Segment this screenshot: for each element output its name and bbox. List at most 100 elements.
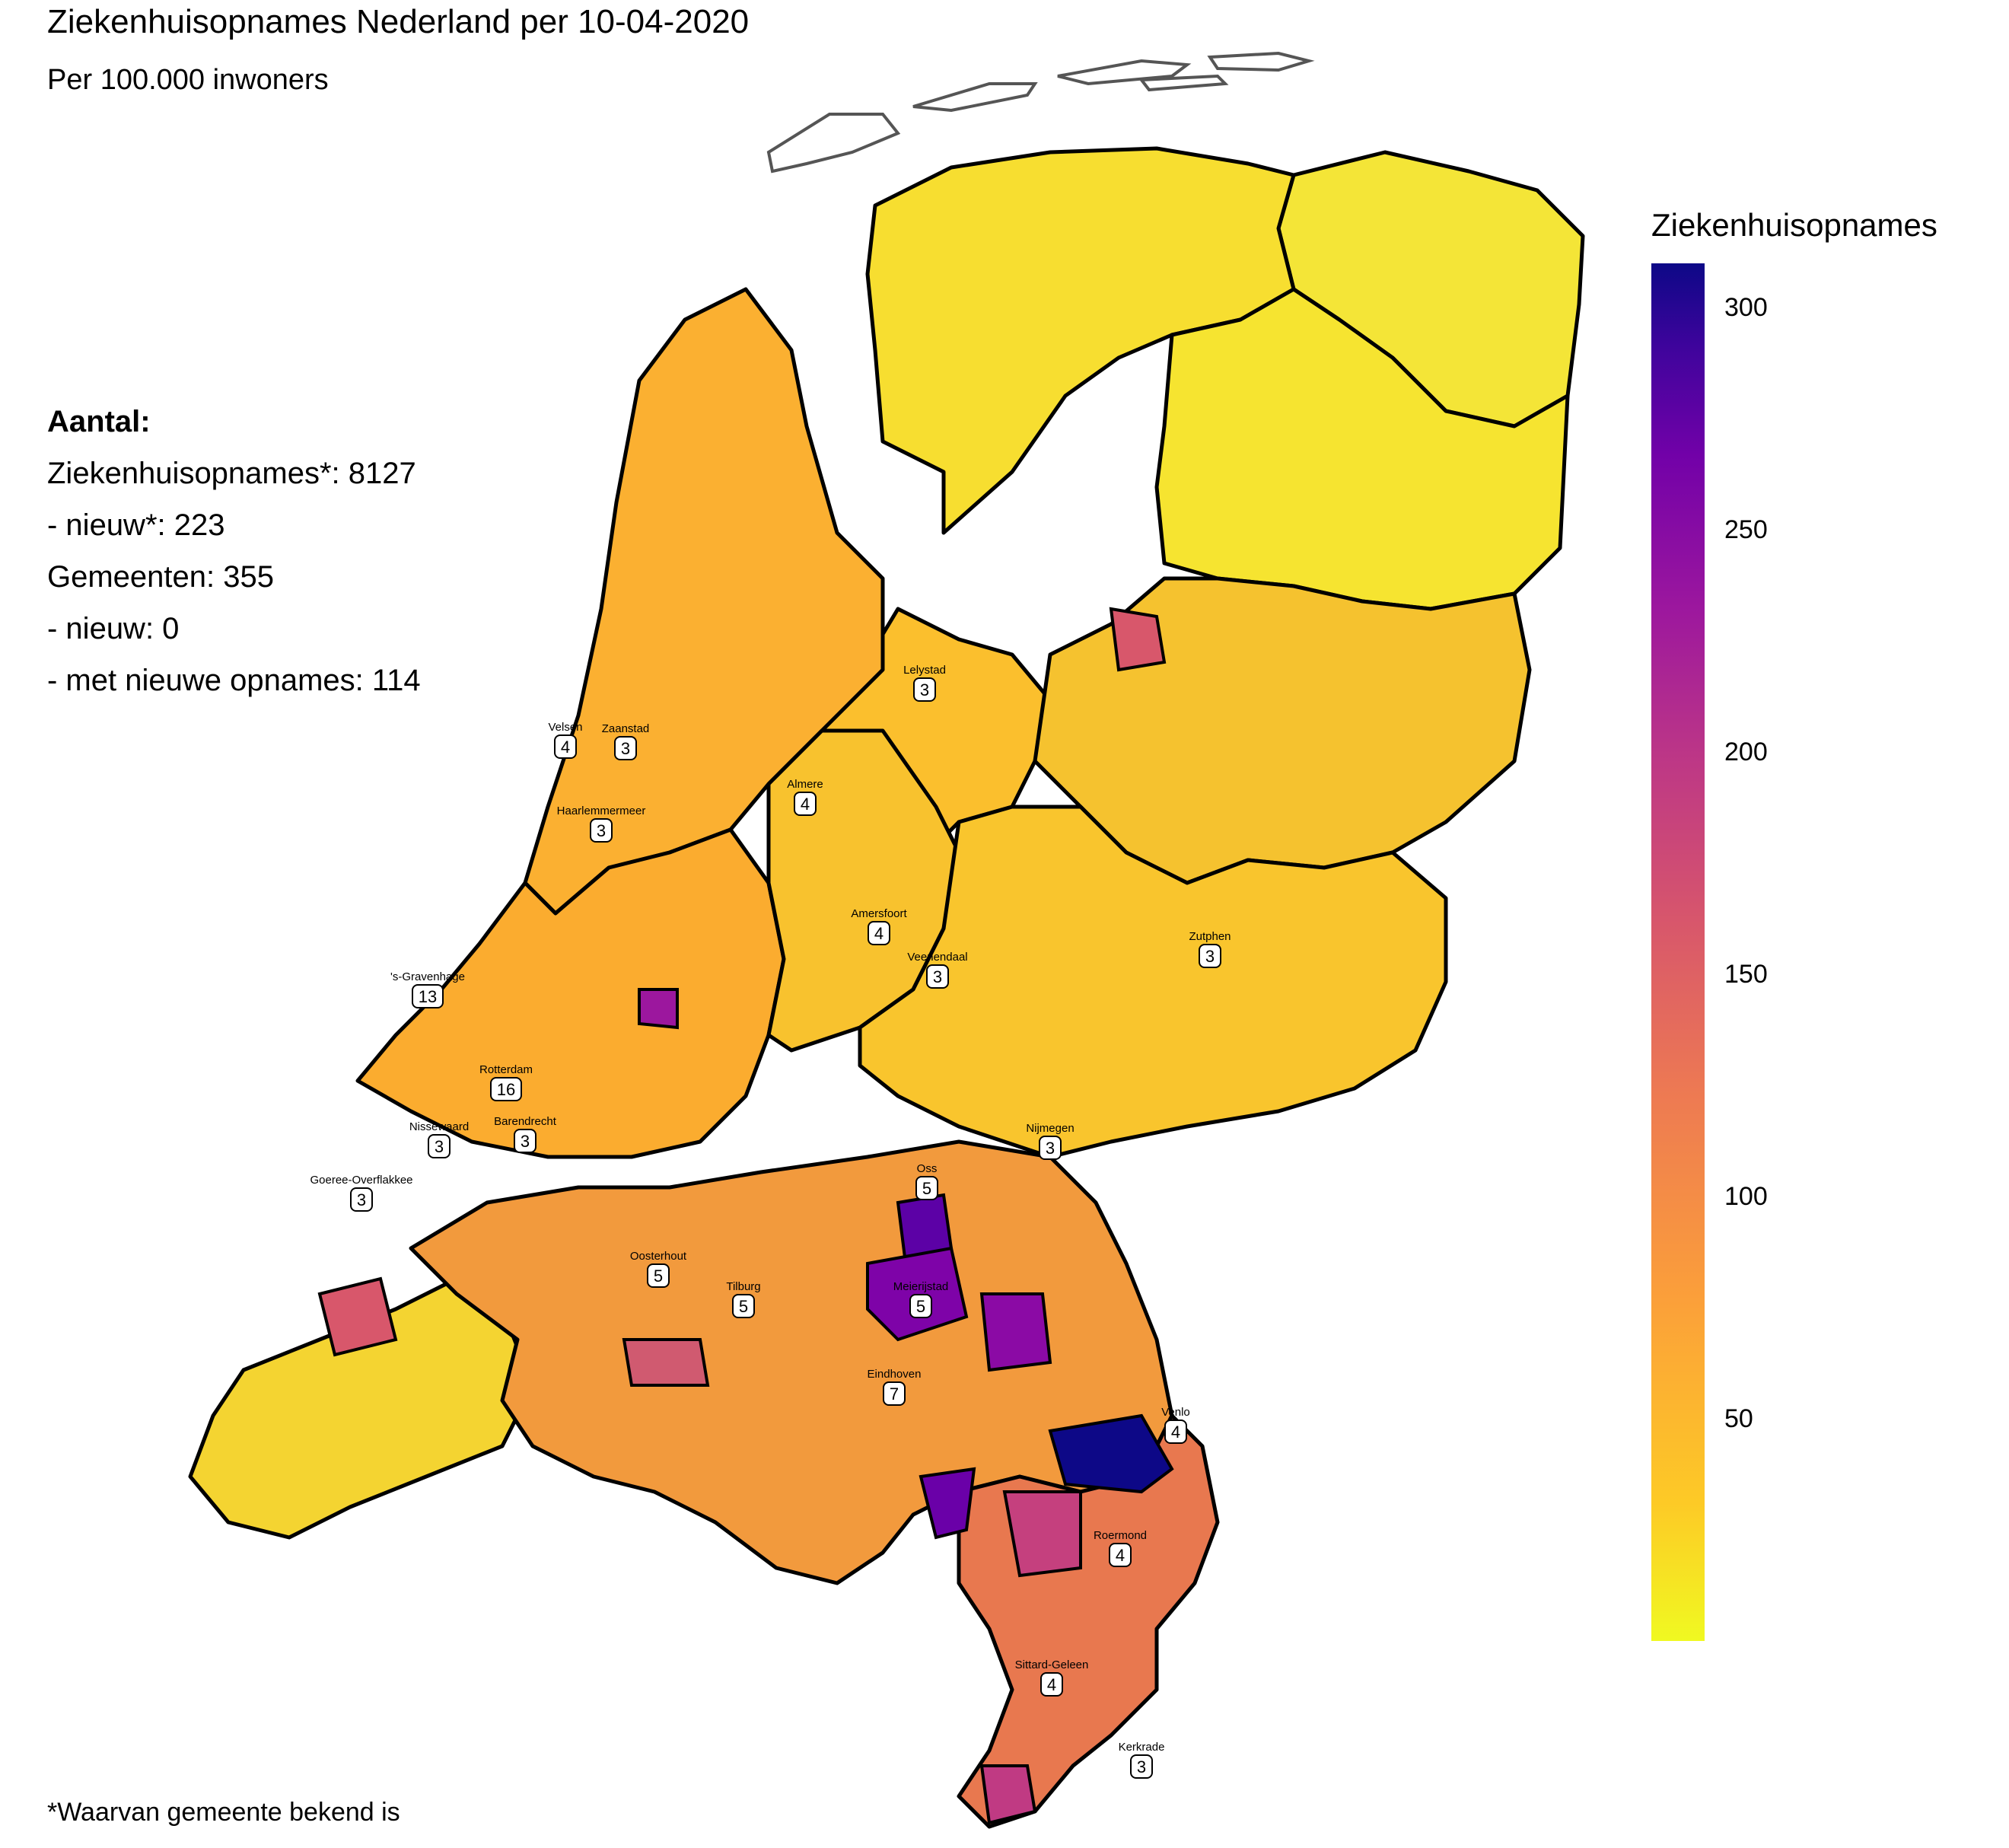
stats-line-with-new-admissions: - met nieuwe opnames: 114 [47,664,421,697]
legend-tick-50 [1705,1418,1718,1421]
province-zeeland [188,1276,535,1540]
municipality-sittard-region [1002,1490,1082,1578]
city-count-kerkrade: 3 [1137,1757,1146,1776]
city-name-goeree-overflakkee: Goeree-Overflakkee [310,1174,412,1187]
city-count-badge-amersfoort [868,921,890,945]
legend-tick-150 [1705,973,1718,977]
city-count-tilburg: 5 [739,1297,748,1316]
city-count-roermond: 4 [1116,1546,1125,1565]
wadden-islands [766,51,1315,174]
municipality-weert [919,1467,976,1540]
city-name-kerkrade: Kerkrade [1119,1741,1165,1754]
city-count-s-gravenhage: 13 [419,987,437,1006]
city-name-velsen: Velsen [548,721,582,734]
municipality-aalten [1109,607,1167,672]
legend-tick-100 [1705,1196,1718,1199]
map-subtitle: Per 100.000 inwoners [47,64,329,96]
city-name-zaanstad: Zaanstad [602,722,650,735]
municipality-gilze [622,1338,710,1387]
city-count-badge-veenendaal [926,964,949,989]
province-zuid-holland [355,827,786,1159]
city-name-zutphen: Zutphen [1189,930,1231,943]
city-name-eindhoven: Eindhoven [868,1368,922,1381]
city-name-lelystad: Lelystad [903,664,946,677]
city-count-badge-nissewaard [428,1134,451,1158]
city-count-badge-oosterhout [647,1263,670,1288]
city-name-s-gravenhage: 's-Gravenhage [390,970,465,983]
legend-label-250: 250 [1724,515,1768,545]
city-count-oosterhout: 5 [654,1267,663,1286]
city-count-badge-lelystad [913,677,936,702]
city-count-oss: 5 [922,1179,931,1198]
stats-line-admissions: Ziekenhuisopnames*: 8127 [47,457,416,490]
city-count-nijmegen: 3 [1046,1139,1055,1158]
city-name-oss: Oss [917,1162,938,1175]
city-count-badge-rotterdam [490,1077,522,1101]
city-count-badge-oss [915,1176,938,1200]
city-count-venlo: 4 [1171,1423,1180,1442]
island-texel [766,113,901,174]
city-count-badge-goeree-overflakkee [350,1187,373,1212]
city-name-nijmegen: Nijmegen [1026,1122,1074,1135]
legend-color-bar [1651,263,1705,1641]
city-count-zaanstad: 3 [621,739,630,758]
legend-label-50: 50 [1724,1404,1753,1434]
map-title: Ziekenhuisopnames Nederland per 10-04-20… [47,3,750,40]
stats-line-new-admissions: - nieuw*: 223 [47,508,225,542]
island-ameland [1207,51,1315,72]
legend-tick-300 [1705,307,1718,310]
city-name-haarlemmermeer: Haarlemmermeer [557,805,646,817]
legend-tick-250 [1705,529,1718,532]
city-count-badge-kerkrade [1130,1754,1153,1779]
municipality-venray [1048,1413,1174,1494]
city-count-nissewaard: 3 [435,1137,444,1156]
city-count-badge-s-gravenhage [412,984,444,1008]
city-count-badge-tilburg [732,1294,755,1318]
city-count-badge-meierijstad [909,1294,932,1318]
province-drenthe [1154,287,1570,611]
island-schiermonnikoog [1138,74,1229,92]
city-count-veenendaal: 3 [933,967,942,986]
city-count-goeree-overflakkee: 3 [357,1190,366,1209]
municipality-heerlen-south [979,1764,1037,1825]
city-count-velsen: 4 [561,738,570,757]
stats-line-new-municipalities: - nieuw: 0 [47,612,180,645]
footnote: *Waarvan gemeente bekend is [47,1798,400,1827]
city-name-sittard-geleen: Sittard-Geleen [1015,1658,1089,1671]
municipality-schijndel [979,1292,1052,1372]
stats-heading: Aantal: [47,405,151,438]
city-count-sittard-geleen: 4 [1047,1675,1056,1694]
city-count-badge-zutphen [1199,944,1221,968]
city-count-almere: 4 [801,795,810,814]
city-name-veenendaal: Veenendaal [907,951,967,964]
stats-panel: Aantal: Ziekenhuisopnames*: 8127 - nieuw… [47,396,421,706]
city-labels: Lelystad 3 Velsen 4 Zaanstad 3 Almere 4 Haarlemm… [310,664,1231,1779]
city-count-rotterdam: 16 [497,1080,515,1099]
city-name-almere: Almere [787,778,823,791]
city-count-badge-almere [794,792,817,816]
island-terschelling [1057,59,1192,86]
city-count-badge-sittard-geleen [1040,1672,1063,1697]
legend-label-150: 150 [1724,960,1768,989]
city-name-nissewaard: Nissewaard [409,1120,469,1133]
city-count-badge-venlo [1164,1419,1187,1444]
city-name-amersfoort: Amersfoort [851,907,907,920]
province-gelderland [858,805,1448,1159]
city-count-lelystad: 3 [920,680,929,699]
city-count-badge-roermond [1109,1543,1132,1567]
city-name-tilburg: Tilburg [726,1280,760,1293]
city-count-haarlemmermeer: 3 [597,821,606,840]
city-count-badge-eindhoven [883,1381,906,1406]
city-count-zutphen: 3 [1205,947,1215,966]
municipality-woerden [638,988,679,1030]
city-name-meierijstad: Meierijstad [893,1280,949,1293]
legend-label-200: 200 [1724,738,1768,767]
stats-line-municipalities: Gemeenten: 355 [47,560,274,594]
legend-tick-200 [1705,751,1718,754]
city-name-oosterhout: Oosterhout [630,1250,687,1263]
municipality-zeeland-hotspot [317,1276,398,1357]
city-name-rotterdam: Rotterdam [479,1063,533,1076]
city-count-badge-haarlemmermeer [590,818,613,843]
city-name-barendrecht: Barendrecht [494,1115,557,1128]
